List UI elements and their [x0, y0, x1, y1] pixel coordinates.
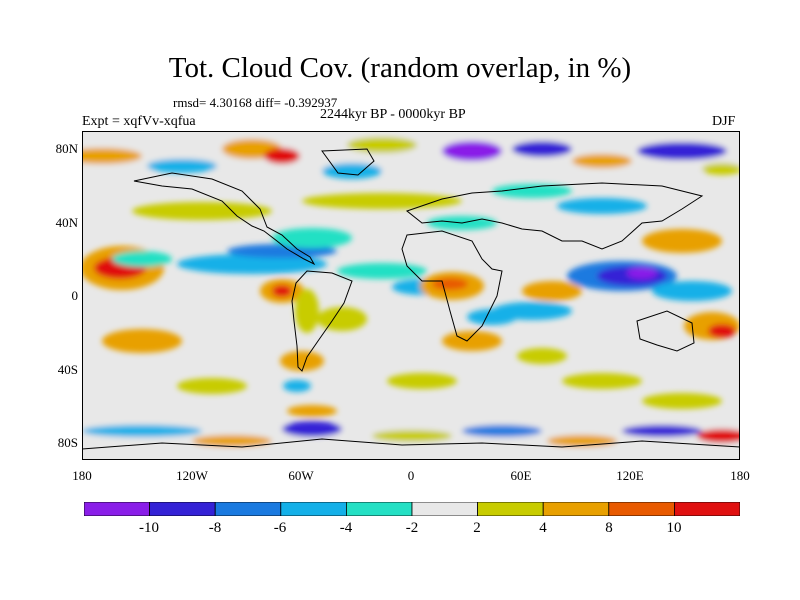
- x-tick-180e: 180: [730, 468, 750, 483]
- x-tick-60w: 60W: [288, 468, 314, 483]
- colorbar-swatch-7: [542, 502, 610, 516]
- greenland-coast: [321, 148, 375, 176]
- season-label: DJF: [712, 114, 736, 129]
- australia-coast: [636, 310, 695, 352]
- x-tick-60e: 60E: [510, 468, 532, 483]
- x-tick-120e: 120E: [616, 468, 644, 483]
- colorbar-swatch-6: [477, 502, 544, 516]
- coastlines: [82, 148, 740, 450]
- map-frame: [82, 131, 740, 460]
- colorbar-swatch-2: [214, 502, 282, 516]
- colorbar-swatch-0: [84, 502, 150, 516]
- colorbar-swatch-3: [280, 502, 347, 516]
- x-tick-180w: 180: [72, 468, 92, 483]
- y-tick-40s: 40S: [57, 362, 78, 377]
- colorbar-label-10: 10: [666, 520, 682, 536]
- south-america-coast: [291, 270, 353, 372]
- x-tick-120w: 120W: [176, 468, 208, 483]
- y-tick-80n: 80N: [55, 141, 78, 156]
- eurasia-coast: [405, 182, 704, 250]
- colorbar-swatch-8: [608, 502, 675, 516]
- colorbar-label-neg2: -2: [405, 520, 419, 536]
- colorbar-label-neg10: -10: [139, 520, 159, 536]
- colorbar-swatch-5: [411, 502, 478, 516]
- colorbar-label-4: 4: [539, 520, 547, 536]
- period-label: 2244kyr BP - 0000kyr BP: [320, 107, 466, 122]
- y-tick-40n: 40N: [55, 215, 78, 230]
- colorbar: [84, 502, 740, 516]
- colorbar-label-8: 8: [605, 520, 613, 536]
- colorbar-label-neg6: -6: [273, 520, 287, 536]
- y-tick-80s: 80S: [57, 435, 78, 450]
- y-tick-0: 0: [71, 288, 79, 303]
- colorbar-swatch-4: [345, 502, 413, 516]
- stats-label: rmsd= 4.30168 diff= -0.392937: [173, 95, 338, 110]
- colorbar-label-neg8: -8: [208, 520, 222, 536]
- colorbar-label-neg4: -4: [339, 520, 353, 536]
- contour-fill-layer: [82, 131, 740, 460]
- map-title: Tot. Cloud Cov. (random overlap, in %): [168, 52, 632, 84]
- experiment-label: Expt = xqfVv-xqfua: [82, 114, 196, 129]
- cloud-cover-map: [82, 131, 740, 460]
- colorbar-swatch-1: [149, 502, 216, 516]
- north-america-coast: [133, 172, 316, 266]
- colorbar-swatch-9: [674, 502, 740, 516]
- x-tick-0: 0: [407, 468, 415, 483]
- africa-coast: [401, 230, 503, 342]
- antarctica-coast: [82, 438, 740, 450]
- colorbar-label-2: 2: [473, 520, 481, 536]
